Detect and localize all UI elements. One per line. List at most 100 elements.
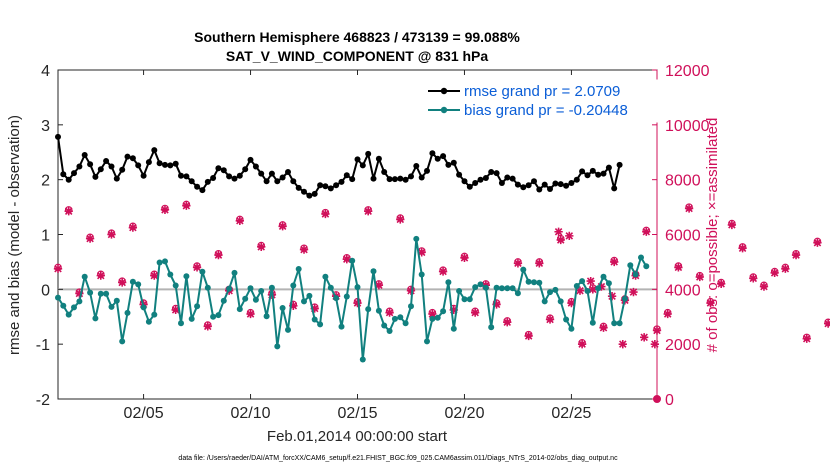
rmse-point: [547, 186, 553, 192]
bias-point: [557, 298, 564, 305]
bias-point: [616, 320, 623, 327]
bias-point: [450, 325, 457, 332]
obs-assimilated-marker: [492, 300, 501, 309]
obs-assimilated-marker: [171, 305, 180, 315]
obs-assimilated-marker: [545, 315, 555, 324]
bias-point: [375, 307, 382, 314]
bias-point: [370, 268, 377, 275]
rmse-point: [461, 178, 468, 185]
bias-point: [440, 308, 447, 315]
obs-assimilated-marker: [449, 305, 458, 315]
y-tick-label: 3: [41, 118, 50, 135]
chart-title: Southern Hemisphere 468823 / 473139 = 99…: [194, 29, 520, 45]
bias-point: [397, 314, 404, 321]
rmse-point: [65, 176, 72, 183]
obs-assimilated-marker: [727, 220, 737, 230]
bias-point: [552, 286, 559, 293]
rmse-point: [108, 163, 115, 170]
rmse-point: [365, 150, 372, 157]
bias-point: [605, 280, 612, 287]
y-tick-label: -2: [36, 392, 50, 409]
bias-point: [60, 302, 67, 309]
bias-point: [365, 306, 372, 313]
bias-point: [418, 271, 425, 278]
bias-point: [488, 324, 495, 331]
rmse-point: [381, 169, 388, 175]
obs-assimilated-marker: [674, 263, 683, 272]
obs-assimilated-marker: [663, 309, 672, 319]
rmse-point: [434, 155, 441, 162]
rmse-point: [493, 170, 500, 177]
rmse-point: [456, 171, 463, 178]
bias-point: [204, 284, 211, 291]
rmse-point: [210, 175, 217, 181]
rmse-point: [541, 181, 548, 188]
obs-assimilated-marker: [706, 298, 715, 308]
bias-point: [124, 309, 131, 316]
rmse-point: [563, 182, 570, 189]
obs-assimilated-marker: [353, 298, 362, 308]
obs-assimilated-marker: [299, 245, 309, 254]
obs-assimilated-marker: [813, 238, 822, 247]
bias-point: [167, 271, 174, 278]
obs-assimilated-marker: [513, 259, 523, 268]
obs-assimilated-marker: [64, 207, 73, 216]
rmse-point: [135, 162, 142, 169]
rmse-point: [322, 183, 329, 190]
rmse-point: [605, 164, 612, 171]
obs-assimilated-marker: [653, 395, 661, 403]
obs-assimilated-marker: [791, 250, 801, 260]
bias-point: [194, 303, 201, 310]
bias-point: [525, 278, 532, 285]
bias-point: [424, 338, 430, 345]
bias-point: [461, 296, 468, 303]
bias-point: [103, 290, 110, 297]
rmse-point: [375, 155, 382, 162]
bias-point: [210, 313, 217, 320]
legend-box: [421, 79, 659, 123]
rmse-point: [397, 175, 404, 182]
rmse-point: [520, 184, 527, 191]
rmse-point: [338, 178, 345, 185]
obs-assimilated-marker: [278, 222, 287, 231]
rmse-point: [258, 170, 265, 177]
bias-point: [498, 285, 505, 292]
bias-point: [359, 356, 366, 363]
x-tick-label: 02/25: [551, 405, 591, 422]
obs-assimilated-marker: [150, 271, 159, 280]
rmse-point: [145, 159, 152, 166]
bias-point: [71, 304, 77, 311]
legend-bias-marker: [440, 106, 448, 114]
bias-point: [279, 305, 286, 311]
rmse-point: [568, 180, 575, 186]
obs-assimilated-marker: [717, 279, 726, 289]
rmse-point: [71, 170, 77, 177]
bias-point: [408, 303, 414, 310]
bias-point: [220, 297, 227, 304]
bias-point: [236, 306, 243, 313]
obs-assimilated-marker: [565, 231, 574, 241]
rmse-point: [466, 183, 473, 190]
rmse-point: [151, 147, 158, 154]
bias-point: [568, 325, 575, 332]
bias-point: [81, 273, 88, 280]
obs-assimilated-marker: [650, 340, 660, 349]
obs-assimilated-marker: [257, 242, 266, 251]
x-tick-label: 02/15: [337, 405, 377, 422]
bias-point: [327, 284, 334, 291]
rmse-point: [600, 170, 607, 177]
obs-assimilated-marker: [310, 304, 319, 313]
obs-assimilated-marker: [554, 227, 563, 236]
rmse-point: [450, 159, 457, 166]
y2-tick-label: 0: [665, 392, 674, 409]
bias-point: [493, 284, 500, 291]
obs-assimilated-marker: [214, 250, 223, 260]
obs-assimilated-marker: [396, 215, 405, 224]
bias-point: [354, 284, 361, 291]
obs-assimilated-marker: [652, 326, 662, 335]
bias-point: [97, 290, 104, 297]
rmse-point: [252, 163, 259, 170]
bias-point: [381, 322, 388, 329]
rmse-point: [413, 163, 420, 169]
